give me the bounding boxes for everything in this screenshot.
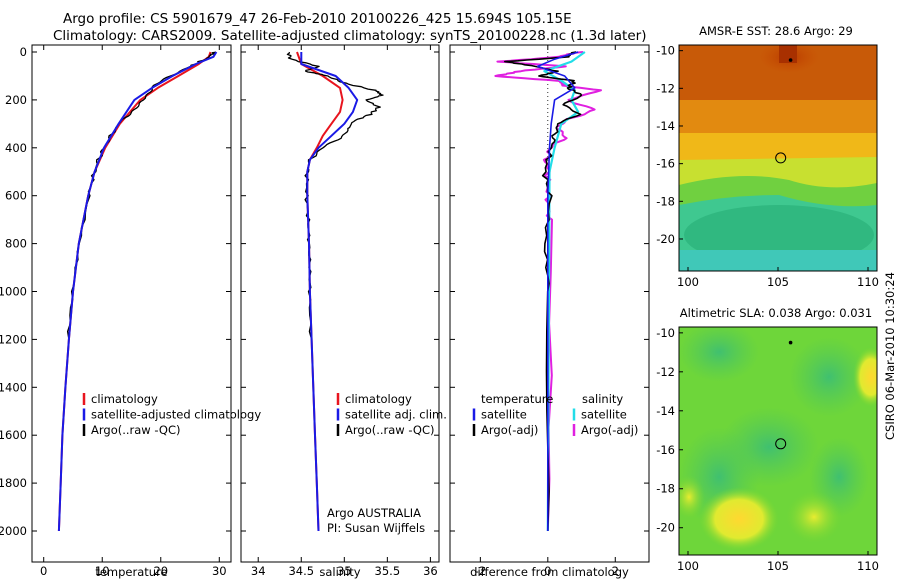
depth-tick-label: 1400	[0, 380, 27, 394]
map-y-tick-label: -18	[656, 482, 675, 496]
timestamp-stamp: CSIRO 06-Mar-2010 10:30:24	[883, 272, 897, 440]
x-tick-label: 34	[251, 564, 266, 578]
sla-low-anomaly	[679, 327, 759, 382]
x-tick-label: 35	[337, 564, 352, 578]
series-temperature-argo-adj-	[503, 51, 583, 532]
legend-label: satellite	[581, 408, 627, 422]
legend-salinity: climatology satellite adj. clim.Argo(..ra…	[336, 392, 447, 437]
depth-tick-label: 800	[5, 237, 27, 251]
x-tick-label: 36	[423, 564, 438, 578]
series-satellite-adj-clim-	[300, 52, 359, 532]
depth-tick-label: 200	[5, 93, 27, 107]
x-tick-label: 0	[544, 564, 551, 578]
sla-high-anomaly	[786, 491, 842, 543]
sla-high-anomaly	[699, 487, 779, 551]
x-axis-label: salinity	[319, 565, 360, 579]
grid-point-marker	[788, 340, 793, 345]
series-satellite-adjusted-climatology	[57, 51, 218, 532]
legend-label: Argo(-adj)	[481, 423, 538, 437]
x-tick-label: 10	[95, 564, 110, 578]
map-x-tick-label: 105	[767, 275, 789, 289]
header-title: Argo profile: CS 5901679_47 26-Feb-2010 …	[63, 11, 572, 27]
sst-hot-spot	[779, 45, 797, 63]
x-tick-label: 0	[40, 564, 47, 578]
map-y-tick-label: -16	[656, 443, 675, 457]
map-y-tick-label: -12	[656, 81, 675, 95]
annotation-line-2: PI: Susan Wijffels	[327, 521, 425, 535]
sst-band	[679, 250, 877, 271]
header-subtitle: Climatology: CARS2009. Satellite-adjuste…	[53, 28, 647, 44]
series-temperature-satellite	[536, 51, 579, 531]
legend-label: satellite	[481, 408, 527, 422]
x-axis-label: temperature	[95, 565, 167, 579]
depth-tick-label: 1600	[0, 428, 27, 442]
depth-tick-label: 600	[5, 189, 27, 203]
sst-band	[679, 176, 877, 207]
map-x-tick-label: 105	[767, 559, 789, 573]
x-axis-label: difference from climatology	[470, 565, 629, 579]
sla-low-anomaly	[789, 337, 869, 417]
depth-tick-label: 0	[20, 45, 27, 59]
depth-tick-label: 1200	[0, 332, 27, 346]
x-tick-label: 34.5	[288, 564, 314, 578]
legend-label: Argo(..raw -QC)	[91, 423, 181, 437]
map-y-tick-label: -20	[656, 521, 675, 535]
legend-temperature: climatology satellite-adjusted climatolog…	[82, 392, 261, 437]
depth-tick-label: 2000	[0, 524, 27, 538]
depth-tick-label: 1000	[0, 285, 27, 299]
float-position-marker	[775, 438, 787, 450]
legend-label: climatology	[91, 392, 158, 406]
map-y-tick-label: -14	[656, 404, 675, 418]
legend-label: temperature	[481, 392, 553, 406]
x-tick-label: 35.5	[375, 564, 401, 578]
depth-tick-label: 400	[5, 141, 27, 155]
x-tick-label: 20	[153, 564, 168, 578]
map-y-tick-label: -12	[656, 365, 675, 379]
map-y-tick-label: -10	[656, 44, 675, 58]
depth-tick-label: 1800	[0, 476, 27, 490]
map-x-tick-label: 110	[857, 559, 879, 573]
x-tick-label: 2	[612, 564, 619, 578]
map-field	[679, 327, 877, 555]
panel-salinity: 34 34.5 35 35.5 36 salinity	[240, 44, 440, 579]
map-y-tick-label: -18	[656, 194, 675, 208]
sst-band	[679, 157, 877, 190]
legend-label: Argo(-adj)	[581, 423, 638, 437]
map-x-tick-label: 100	[677, 275, 699, 289]
panel-temperature: 0 200 400 600 800 1000 1200 1400 1600 1800 2000 0 10…	[0, 44, 232, 579]
legend-label: climatology	[345, 392, 412, 406]
legend-label: satellite adj. clim.	[345, 408, 447, 422]
map-y-tick-label: -10	[656, 326, 675, 340]
map-sla_map: 100 105 110 -10 -12 -14 -16 -18 -20 Altimetric SL…	[656, 306, 879, 573]
grid-point-marker	[788, 58, 793, 62]
panel-frame	[240, 44, 440, 563]
map-field	[679, 45, 877, 271]
map-y-tick-label: -14	[656, 119, 675, 133]
map-title: AMSR-E SST: 28.6 Argo: 29	[699, 24, 853, 38]
map-x-tick-label: 100	[677, 559, 699, 573]
x-tick-label: -2	[475, 564, 486, 578]
map-title: Altimetric SLA: 0.038 Argo: 0.031	[680, 306, 872, 320]
sla-high-anomaly	[853, 347, 877, 407]
legend-label: Argo(..raw -QC)	[345, 423, 435, 437]
x-tick-label: 30	[212, 564, 227, 578]
panel-frame	[31, 44, 232, 563]
map-y-tick-label: -16	[656, 157, 675, 171]
map-y-tick-label: -20	[656, 232, 675, 246]
float-position-marker	[775, 152, 787, 164]
sla-high-anomaly	[679, 475, 705, 519]
legend-label: salinity	[582, 392, 623, 406]
annotation-line-1: Argo AUSTRALIA	[327, 506, 421, 520]
legend-label: satellite-adjusted climatology	[91, 408, 261, 422]
sst-band	[679, 100, 877, 135]
map-x-tick-label: 110	[857, 275, 879, 289]
map-sst_map: 100 105 110 -10 -12 -14 -16 -18 -20 AMSR-E SST: 2…	[656, 24, 879, 289]
